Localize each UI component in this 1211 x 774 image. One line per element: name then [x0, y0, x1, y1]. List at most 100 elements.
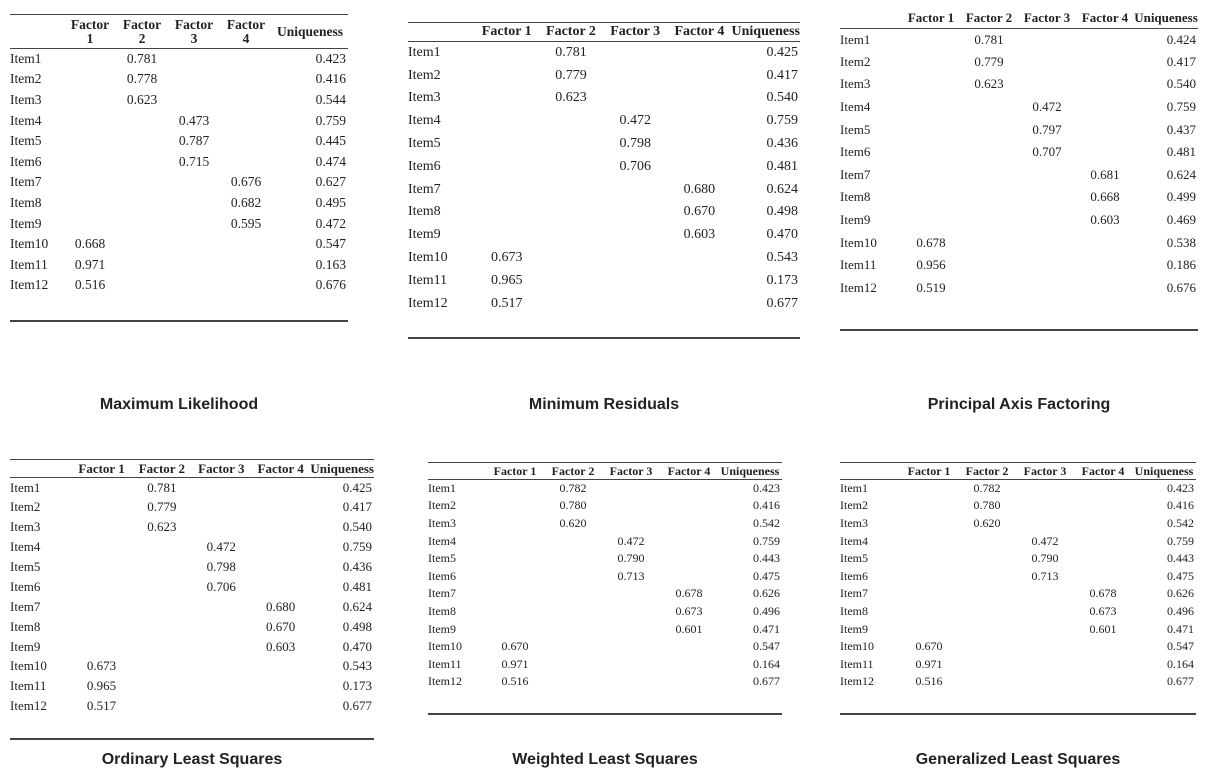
loading-cell: [539, 178, 603, 201]
loading-cell: 0.797: [1032, 121, 1062, 137]
panel-generalized-least-squares: Factor 1 Factor 2 Factor 3 Factor 4 Uniquene…: [840, 462, 1196, 715]
loading-cell: [902, 28, 960, 51]
loading-cell: [132, 676, 191, 696]
loading-cell: [220, 254, 272, 275]
loading-cell: [1016, 620, 1074, 638]
table-row: Item2 0.780 0.416: [840, 497, 1196, 515]
header-blank: [840, 462, 900, 480]
loading-cell: 0.706: [206, 578, 236, 594]
item-label: Item8: [10, 618, 41, 634]
table-row: Item10 0.673 0.543: [10, 657, 374, 677]
loading-cell: [602, 673, 660, 691]
loading-cell: [1074, 480, 1132, 498]
item-label: Item10: [428, 639, 462, 654]
loading-cell: [602, 497, 660, 515]
loading-cell: [251, 696, 310, 716]
uniqueness-value: 0.495: [315, 194, 346, 210]
uniqueness-value: 0.417: [1166, 53, 1196, 69]
loading-cell: 0.779: [974, 53, 1004, 69]
loading-cell: [1016, 638, 1074, 656]
column-header: Factor 1: [64, 14, 116, 49]
item-label: Item1: [10, 51, 42, 67]
loading-cell: [544, 655, 602, 673]
loading-cell: 0.670: [915, 639, 943, 654]
uniqueness-value: 0.423: [753, 481, 780, 496]
table-row: Item11 0.965 0.173: [10, 676, 374, 696]
table-row: Item12 0.517 0.677: [10, 696, 374, 716]
loading-cell: [251, 657, 310, 677]
column-header: Factor 3: [1018, 9, 1076, 29]
item-label: Item2: [840, 53, 871, 69]
caption-principal-axis-factoring: Principal Axis Factoring: [927, 396, 1111, 413]
item-label: Item5: [10, 133, 42, 149]
column-header: Factor 4: [250, 459, 311, 478]
header-row: Factor 1 Factor 2 Factor 3 Factor 4 Uniquene…: [10, 459, 374, 478]
table-row: Item1 0.782 0.423: [840, 480, 1196, 498]
item-label: Item1: [408, 45, 441, 61]
column-header: Factor 1: [900, 462, 958, 480]
uniqueness-value: 0.626: [1167, 586, 1194, 601]
loading-cell: 0.673: [1089, 603, 1117, 618]
loading-cell: [603, 224, 667, 247]
loading-cell: [168, 193, 220, 214]
loading-cell: [960, 118, 1018, 141]
loading-cell: [1018, 28, 1076, 51]
loading-cell: [486, 550, 544, 568]
table-row: Item4 0.472 0.759: [428, 532, 782, 550]
loading-cell: [192, 696, 251, 716]
loading-cell: 0.473: [178, 112, 210, 128]
item-label: Item7: [428, 586, 456, 601]
loading-cell: [1076, 96, 1134, 119]
loading-cell: [603, 247, 667, 270]
loading-cell: [475, 178, 539, 201]
loading-cell: [168, 90, 220, 111]
loading-cell: 0.670: [683, 204, 716, 220]
loading-cell: [1076, 231, 1134, 254]
loading-cell: [192, 497, 251, 517]
loading-cell: 0.780: [559, 498, 587, 513]
loading-cell: [958, 638, 1016, 656]
loading-cell: [539, 292, 603, 315]
loading-cell: [116, 193, 168, 214]
loading-cell: 0.681: [1090, 166, 1120, 182]
column-header: Factor 2: [132, 459, 192, 478]
table-row: Item10 0.673 0.543: [408, 247, 800, 270]
loading-cell: [958, 567, 1016, 585]
loading-cell: [116, 275, 168, 296]
table-row: Item3 0.623 0.544: [10, 90, 348, 111]
loading-cell: 0.516: [915, 674, 943, 689]
loading-cell: 0.517: [86, 698, 117, 714]
table-row: Item2 0.778 0.416: [10, 69, 348, 90]
loading-cell: [192, 637, 251, 657]
loading-cell: [660, 532, 718, 550]
loading-cell: [486, 603, 544, 621]
loading-cell: [660, 638, 718, 656]
loading-cell: [900, 480, 958, 498]
table-row: Item9 0.603 0.469: [840, 209, 1198, 232]
table-row: Item6 0.713 0.475: [428, 567, 782, 585]
loading-cell: [132, 597, 191, 617]
loading-cell: [1018, 231, 1076, 254]
loading-cell: [539, 269, 603, 292]
loading-cell: [660, 497, 718, 515]
loading-cell: [603, 269, 667, 292]
uniqueness-value: 0.498: [766, 204, 799, 220]
table-row: Item9 0.601 0.471: [840, 620, 1196, 638]
item-label: Item10: [840, 234, 877, 250]
table-row: Item5 0.797 0.437: [840, 118, 1198, 141]
loading-cell: 0.601: [675, 621, 703, 636]
loading-cell: [1018, 186, 1076, 209]
loading-cell: [192, 676, 251, 696]
loading-cell: [960, 141, 1018, 164]
loading-cell: [71, 637, 132, 657]
table-row: Item9 0.601 0.471: [428, 620, 782, 638]
loading-cell: [602, 515, 660, 533]
loading-cell: [900, 603, 958, 621]
table-row: Item6 0.713 0.475: [840, 567, 1196, 585]
uniqueness-value: 0.759: [766, 113, 799, 129]
loading-cell: [251, 537, 310, 557]
item-label: Item11: [840, 257, 877, 273]
loading-cell: [539, 224, 603, 247]
item-label: Item1: [840, 31, 871, 47]
table-row: Item1 0.782 0.423: [428, 480, 782, 498]
